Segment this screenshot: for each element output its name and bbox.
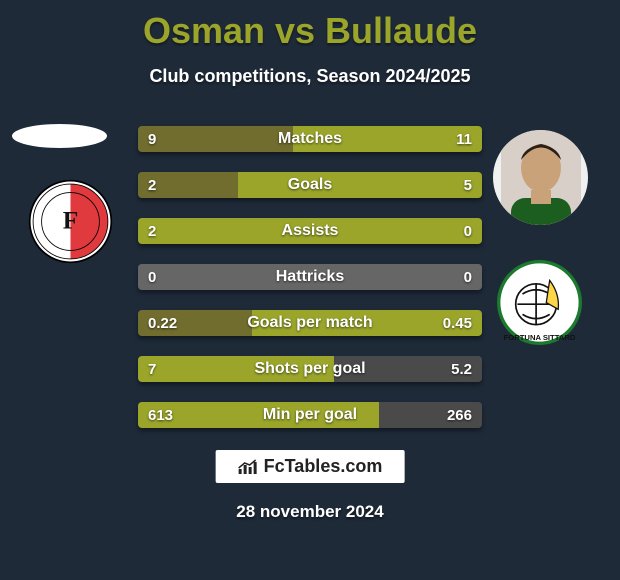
stat-label: Goals per match (138, 310, 482, 336)
stat-label: Goals (138, 172, 482, 198)
fortuna-sittard-badge-icon: FORTUNA SITTARD (497, 260, 582, 345)
stat-label: Min per goal (138, 402, 482, 428)
stat-row: 20Assists (138, 218, 482, 244)
footer-brand-badge: FcTables.com (216, 450, 405, 483)
player2-club-badge: FORTUNA SITTARD (497, 260, 582, 345)
player-photo-icon (501, 130, 581, 225)
stat-label: Shots per goal (138, 356, 482, 382)
stats-bars: 911Matches 25Goals 20Assists 00Hattricks 0.2… (138, 126, 482, 448)
stat-label: Hattricks (138, 264, 482, 290)
stat-row: 0.220.45Goals per match (138, 310, 482, 336)
player1-club-badge: F (28, 179, 113, 264)
stat-label: Assists (138, 218, 482, 244)
svg-text:FORTUNA SITTARD: FORTUNA SITTARD (504, 333, 576, 342)
feyenoord-badge-icon: F (28, 179, 113, 264)
footer-date: 28 november 2024 (0, 502, 620, 522)
player2-avatar (493, 130, 588, 225)
page-title: Osman vs Bullaude (0, 0, 620, 52)
footer-brand-text: FcTables.com (264, 456, 383, 477)
svg-text:F: F (63, 205, 79, 234)
page-subtitle: Club competitions, Season 2024/2025 (0, 52, 620, 87)
chart-icon (238, 459, 258, 475)
stat-label: Matches (138, 126, 482, 152)
stat-row: 613266Min per goal (138, 402, 482, 428)
stat-row: 00Hattricks (138, 264, 482, 290)
stat-row: 75.2Shots per goal (138, 356, 482, 382)
stat-row: 25Goals (138, 172, 482, 198)
stat-row: 911Matches (138, 126, 482, 152)
player1-avatar (12, 124, 107, 148)
